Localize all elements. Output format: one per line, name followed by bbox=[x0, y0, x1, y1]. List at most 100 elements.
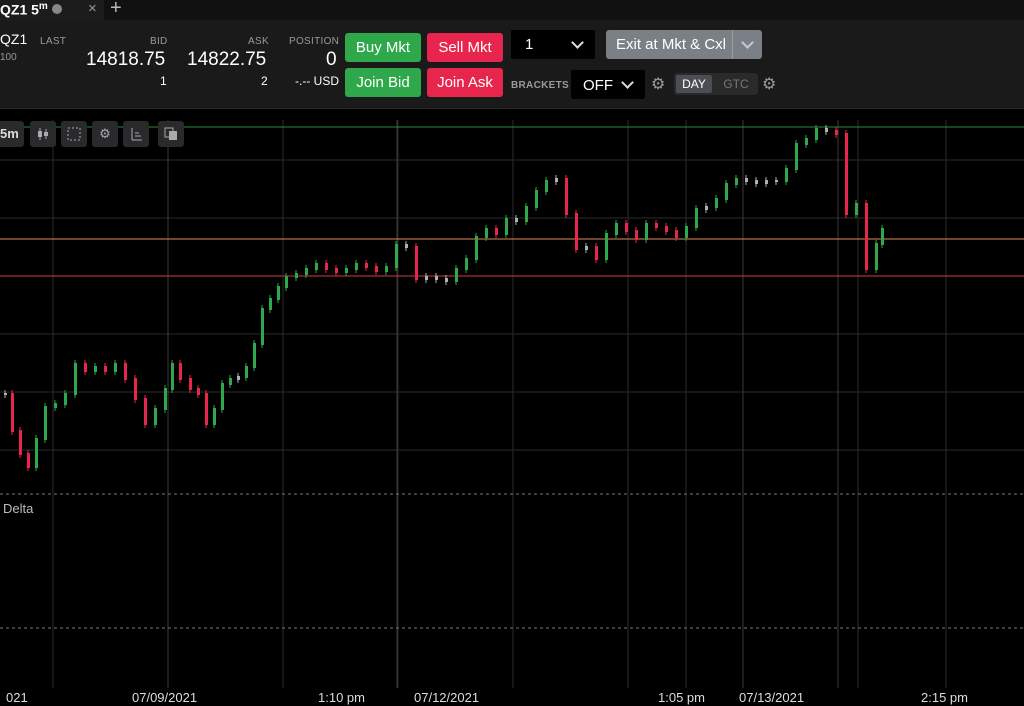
candlestick-icon[interactable] bbox=[30, 121, 56, 147]
price-bar-body bbox=[875, 243, 878, 270]
price-bar-body bbox=[375, 266, 378, 272]
chevron-down-icon bbox=[621, 76, 634, 89]
price-bar-body bbox=[385, 266, 388, 272]
price-bar-body bbox=[74, 363, 77, 395]
price-bar-body bbox=[525, 206, 528, 222]
price-bar-body bbox=[164, 388, 167, 410]
order-settings-gear-icon[interactable]: ⚙ bbox=[762, 76, 777, 93]
price-bar-body bbox=[295, 273, 298, 278]
price-bar-body bbox=[335, 268, 338, 273]
price-bar-body bbox=[237, 376, 240, 380]
price-bar-body bbox=[44, 406, 47, 440]
price-bar-body bbox=[213, 408, 216, 425]
price-bar-body bbox=[795, 143, 798, 170]
quantity-select[interactable]: 1 bbox=[511, 30, 595, 59]
price-bar-body bbox=[725, 183, 728, 200]
price-bar-body bbox=[575, 213, 578, 250]
price-bar-body bbox=[154, 408, 157, 425]
price-bar-body bbox=[815, 128, 818, 140]
ask-price: 14822.75 bbox=[187, 49, 267, 70]
quantity-value: 1 bbox=[525, 36, 534, 53]
position-pnl: -.-- USD bbox=[295, 74, 339, 88]
price-bar-body bbox=[134, 378, 137, 400]
tab-title: QZ1 5m bbox=[0, 1, 48, 18]
price-bar-body bbox=[695, 208, 698, 228]
price-bar-body bbox=[27, 453, 30, 468]
bid-label: BID bbox=[150, 36, 168, 47]
price-bar-body bbox=[805, 138, 808, 145]
bid-price: 14818.75 bbox=[86, 49, 166, 70]
copy-icon[interactable] bbox=[158, 121, 184, 147]
price-bar-body bbox=[495, 228, 498, 235]
price-bar-body bbox=[315, 263, 318, 270]
tab-bar: QZ1 5m × + bbox=[0, 0, 1024, 20]
price-bar-body bbox=[855, 203, 858, 215]
price-bar-body bbox=[625, 223, 628, 232]
price-bar-body bbox=[19, 430, 22, 455]
price-bar-body bbox=[179, 363, 182, 380]
price-bar-body bbox=[114, 363, 117, 372]
settings-icon[interactable]: ⚙ bbox=[92, 121, 118, 147]
crosshair-icon[interactable] bbox=[61, 121, 87, 147]
price-bar-body bbox=[445, 278, 448, 282]
price-bar-body bbox=[555, 178, 558, 182]
price-bar-body bbox=[4, 393, 7, 395]
price-bar-body bbox=[269, 298, 272, 310]
exit-options-chevron-icon[interactable] bbox=[741, 36, 754, 49]
x-axis-label: 07/09/2021 bbox=[132, 690, 198, 705]
price-bar-body bbox=[635, 230, 638, 240]
price-chart[interactable] bbox=[0, 108, 1024, 706]
brackets-settings-gear-icon[interactable]: ⚙ bbox=[651, 76, 666, 93]
price-bar-body bbox=[595, 246, 598, 260]
buy-market-button[interactable]: Buy Mkt bbox=[345, 33, 421, 62]
divider bbox=[732, 30, 733, 59]
price-bar-body bbox=[655, 223, 658, 228]
tif-gtc-option[interactable]: GTC bbox=[723, 77, 749, 91]
price-bar-body bbox=[345, 268, 348, 273]
price-bar-body bbox=[565, 178, 568, 215]
brackets-label: BRACKETS bbox=[511, 80, 569, 91]
add-tab-icon[interactable]: + bbox=[110, 0, 122, 19]
chevron-down-icon bbox=[571, 36, 584, 49]
position-value: 0 bbox=[326, 49, 337, 70]
price-bar-body bbox=[455, 268, 458, 282]
join-bid-button[interactable]: Join Bid bbox=[345, 68, 421, 97]
chart-tab[interactable]: QZ1 5m × bbox=[0, 0, 104, 20]
price-bar-body bbox=[845, 133, 848, 215]
status-dot-icon bbox=[52, 4, 62, 14]
price-bar-body bbox=[124, 363, 127, 380]
price-bar-body bbox=[465, 258, 468, 270]
price-bar-body bbox=[505, 218, 508, 235]
price-bar-body bbox=[253, 343, 256, 368]
chart-interval-button[interactable]: 5m bbox=[0, 121, 24, 147]
price-bar-body bbox=[365, 263, 368, 268]
price-bar-body bbox=[705, 206, 708, 210]
price-bar-body bbox=[261, 308, 264, 345]
price-bar-body bbox=[735, 178, 738, 185]
price-bar-body bbox=[485, 228, 488, 238]
brackets-value: OFF bbox=[583, 77, 613, 94]
sell-market-button[interactable]: Sell Mkt bbox=[427, 33, 503, 62]
time-in-force-toggle: DAY GTC bbox=[674, 73, 758, 95]
price-bar-body bbox=[785, 168, 788, 182]
price-bar-body bbox=[197, 388, 200, 395]
price-bar-body bbox=[355, 263, 358, 270]
price-bar-body bbox=[865, 203, 868, 270]
tif-day-option[interactable]: DAY bbox=[676, 75, 712, 93]
price-bar-body bbox=[755, 180, 758, 184]
price-bar-body bbox=[605, 233, 608, 260]
join-ask-button[interactable]: Join Ask bbox=[427, 68, 503, 97]
price-bar-body bbox=[425, 276, 428, 280]
price-bar-body bbox=[221, 383, 224, 410]
price-bar-body bbox=[171, 363, 174, 390]
price-bar-body bbox=[205, 393, 208, 425]
drawing-icon[interactable] bbox=[123, 121, 149, 147]
brackets-select[interactable]: OFF bbox=[571, 70, 645, 99]
price-bar-body bbox=[285, 276, 288, 288]
close-tab-icon[interactable]: × bbox=[88, 0, 97, 17]
price-bar-body bbox=[54, 403, 57, 408]
price-bar-body bbox=[715, 198, 718, 208]
exit-at-market-button[interactable]: Exit at Mkt & Cxl bbox=[606, 30, 762, 59]
instrument-symbol[interactable]: QZ1 bbox=[0, 31, 28, 47]
price-bar-body bbox=[11, 393, 14, 432]
